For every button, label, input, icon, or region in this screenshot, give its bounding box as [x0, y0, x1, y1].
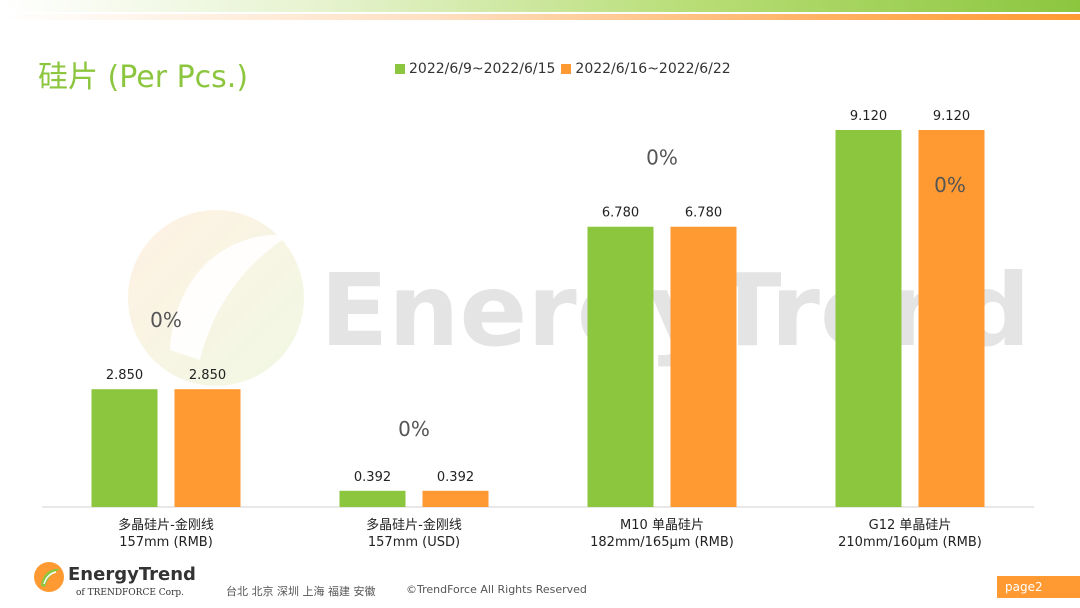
bar-2-1: [174, 389, 241, 507]
category-label-3-1: M10 单晶硅片: [620, 518, 704, 533]
footer-logo-sub: of TRENDFORCE Corp.: [76, 588, 184, 598]
value-label-2-4: 9.120: [933, 109, 970, 124]
bars-layer: [91, 130, 985, 507]
chart-legend: 2022/6/9~2022/6/15 2022/6/16~2022/6/22: [395, 61, 737, 77]
bar-2-2: [422, 490, 489, 507]
footer-cities: 台北 北京 深圳 上海 福建 安徽: [226, 585, 376, 598]
watermark-logo-icon: [128, 210, 304, 386]
change-label-2: 0%: [398, 417, 430, 441]
top-accent-bar: [0, 0, 1080, 12]
legend-label-2: 2022/6/16~2022/6/22: [575, 61, 731, 77]
change-label-3: 0%: [646, 146, 678, 170]
labels-layer: 2.850 2.850 0% 多晶硅片-金刚线 157mm (RMB) 0.392 0.39…: [106, 109, 982, 550]
watermark-leaf-icon: [170, 234, 290, 360]
top-accent-bar-orange: [0, 14, 1080, 20]
footer-logo: EnergyTrend of TRENDFORCE Corp.: [32, 560, 196, 604]
category-label-4-2: 210mm/160μm (RMB): [838, 535, 982, 550]
value-label-1-2: 0.392: [354, 470, 391, 485]
energytrend-logo-icon: [34, 562, 64, 592]
change-label-4: 0%: [934, 173, 966, 197]
category-label-3-2: 182mm/165μm (RMB): [590, 535, 734, 550]
footer-logo-name: EnergyTrend: [68, 564, 196, 585]
change-label-1: 0%: [150, 308, 182, 332]
category-label-1-1: 多晶硅片-金刚线: [118, 517, 214, 533]
value-label-1-4: 9.120: [850, 109, 887, 124]
category-label-2-1: 多晶硅片-金刚线: [366, 517, 462, 533]
page-title: 硅片 (Per Pcs.): [38, 60, 249, 95]
value-label-1-3: 6.780: [602, 206, 639, 221]
legend-swatch-2: [561, 64, 572, 74]
category-label-2-2: 157mm (USD): [368, 535, 460, 550]
bar-1-1: [91, 389, 158, 507]
value-label-2-3: 6.780: [685, 206, 722, 221]
legend-label-1: 2022/6/9~2022/6/15: [409, 61, 556, 77]
bar-2-4: [918, 130, 985, 507]
value-label-2-2: 0.392: [437, 470, 474, 485]
bar-1-4: [835, 130, 902, 507]
category-label-4-1: G12 单晶硅片: [869, 518, 952, 533]
page-number-badge: page2: [997, 576, 1080, 598]
legend-swatch-1: [395, 64, 405, 74]
footer-copyright: ©TrendForce All Rights Reserved: [406, 583, 587, 596]
bar-2-3: [670, 226, 737, 507]
bar-1-2: [339, 490, 406, 507]
category-label-1-2: 157mm (RMB): [119, 535, 213, 550]
bar-1-3: [587, 226, 654, 507]
value-label-2-1: 2.850: [189, 368, 226, 383]
value-label-1-1: 2.850: [106, 368, 143, 383]
